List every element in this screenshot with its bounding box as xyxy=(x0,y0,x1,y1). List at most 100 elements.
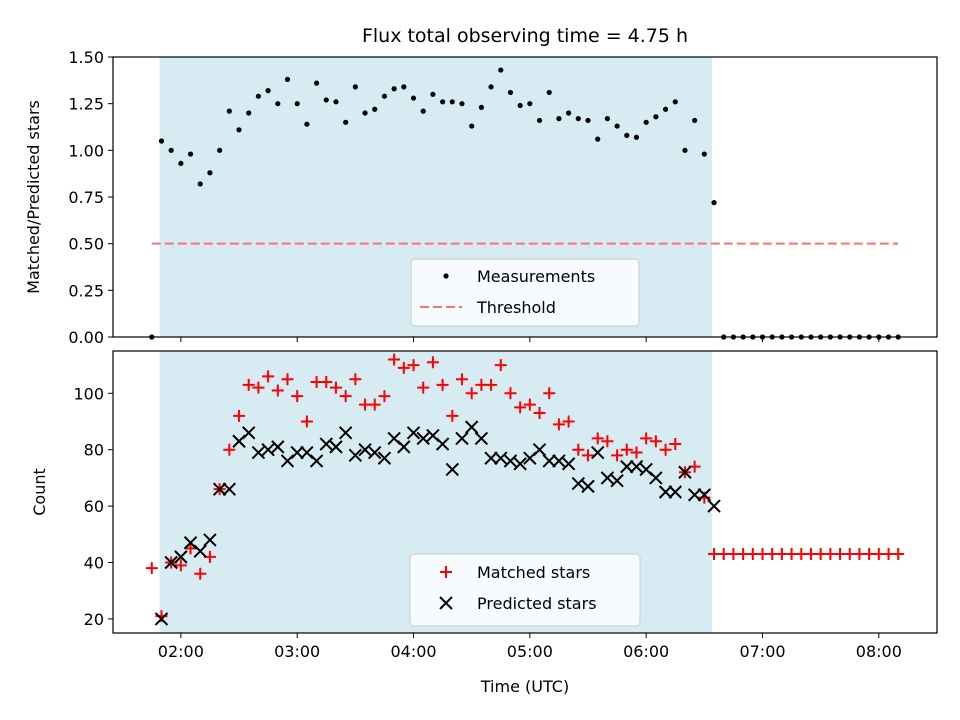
measurement-point xyxy=(682,147,688,153)
measurement-point xyxy=(410,95,417,101)
measurement-point xyxy=(604,116,611,122)
matched-star-point xyxy=(281,373,294,386)
measurement-point xyxy=(449,99,455,105)
matched-star-point xyxy=(465,387,478,400)
measurement-point xyxy=(624,132,630,138)
predicted-star-point xyxy=(620,459,634,474)
predicted-star-point xyxy=(222,482,237,496)
matched-star-point xyxy=(533,407,546,420)
measurement-point xyxy=(595,136,601,142)
measurement-point xyxy=(430,91,436,97)
predicted-star-point xyxy=(494,451,508,465)
predicted-star-point xyxy=(242,426,256,440)
matched-star-point xyxy=(591,432,604,445)
measurement-point xyxy=(575,116,581,122)
measurement-point xyxy=(507,89,514,96)
predicted-star-point xyxy=(416,431,430,446)
measurement-point xyxy=(401,84,407,90)
predicted-star-point xyxy=(435,437,450,451)
predicted-star-point xyxy=(290,445,304,460)
matched-star-point xyxy=(242,378,255,391)
measurement-point xyxy=(178,160,184,166)
bottom-legend-box xyxy=(409,553,641,627)
predicted-star-point xyxy=(687,488,702,502)
predicted-star-point xyxy=(203,533,217,547)
predicted-star-point xyxy=(610,474,624,488)
matched-star-point xyxy=(611,449,624,462)
measurement-point xyxy=(672,99,678,105)
matched-star-point xyxy=(184,542,197,555)
x-tick-label: 04:00 xyxy=(390,642,436,661)
predicted-star-point xyxy=(571,476,586,491)
predicted-star-point xyxy=(251,445,266,460)
matched-star-point xyxy=(426,356,439,369)
measurement-point xyxy=(246,110,252,116)
matched-stars-points xyxy=(145,353,905,623)
measurement-point xyxy=(323,97,329,103)
legend-threshold-label: Threshold xyxy=(476,298,556,317)
top-panel: 0.00 0.25 0.50 0.75 1.00 1.25 1.50 Flux total … xyxy=(24,25,938,347)
top-y-tick-label: 0.25 xyxy=(68,281,104,300)
matched-star-point xyxy=(649,435,662,448)
matched-star-point xyxy=(485,378,498,391)
measurement-point xyxy=(498,67,504,73)
predicted-star-point xyxy=(668,485,682,499)
predicted-star-point xyxy=(532,442,547,457)
bottom-y-tick-label: 100 xyxy=(73,384,104,403)
top-x-ticks xyxy=(180,337,880,342)
predicted-star-point xyxy=(455,431,469,446)
bottom-y-tick-label: 40 xyxy=(84,554,104,573)
legend-predicted-label: Predicted stars xyxy=(477,594,597,613)
predicted-star-point xyxy=(649,471,663,485)
measurement-point xyxy=(662,106,669,112)
top-y-tick-label: 0.00 xyxy=(68,328,104,347)
measurement-point xyxy=(313,80,320,86)
measurement-point xyxy=(352,84,358,90)
chart-title: Flux total observing time = 4.75 h xyxy=(362,25,688,47)
x-tick-label: 08:00 xyxy=(856,642,902,661)
matched-star-point xyxy=(349,373,362,386)
measurement-point xyxy=(536,117,543,124)
bottom-x-ticks: 02:00 03:00 04:00 05:00 06:00 07:00 08:00 xyxy=(158,633,902,661)
predicted-star-point xyxy=(561,457,576,471)
legend-measurements-label: Measurements xyxy=(477,267,595,286)
measurement-point xyxy=(207,170,213,176)
top-y-tick-label: 1.50 xyxy=(68,48,104,67)
measurement-point xyxy=(158,138,165,144)
matched-star-point xyxy=(262,370,275,383)
matched-star-point xyxy=(300,415,313,428)
predicted-star-point xyxy=(629,459,644,474)
measurement-point xyxy=(217,147,223,153)
measurement-point xyxy=(197,181,203,187)
predicted-star-point xyxy=(697,488,712,502)
x-tick-label: 03:00 xyxy=(274,642,320,661)
measurement-point xyxy=(236,127,242,133)
top-legend: Measurements Threshold xyxy=(410,258,640,327)
measurement-point xyxy=(391,86,397,92)
matched-star-point xyxy=(630,446,643,459)
measurement-point xyxy=(440,99,446,105)
measurement-point xyxy=(556,116,562,122)
x-tick-label: 07:00 xyxy=(739,642,785,661)
measurement-point xyxy=(333,99,339,105)
measurement-point xyxy=(304,121,310,127)
predicted-star-point xyxy=(445,462,460,477)
measurement-point xyxy=(168,147,174,153)
measurement-point xyxy=(187,151,194,157)
matched-star-point xyxy=(552,418,565,431)
matched-star-point xyxy=(436,378,449,391)
measurement-point xyxy=(265,88,271,94)
measurement-point xyxy=(478,104,484,110)
legend-measurements-marker xyxy=(443,273,449,279)
top-axes-frame xyxy=(112,56,938,338)
predicted-star-point xyxy=(581,479,595,494)
matched-star-point xyxy=(455,373,468,386)
matched-star-point xyxy=(523,398,536,411)
measurement-point xyxy=(420,108,426,114)
bottom-y-tick-label: 20 xyxy=(84,610,104,629)
matched-star-point xyxy=(582,449,595,462)
matched-star-point xyxy=(368,398,381,411)
top-legend-box xyxy=(410,258,640,327)
predicted-star-point xyxy=(513,457,527,471)
matched-star-point xyxy=(271,384,284,397)
